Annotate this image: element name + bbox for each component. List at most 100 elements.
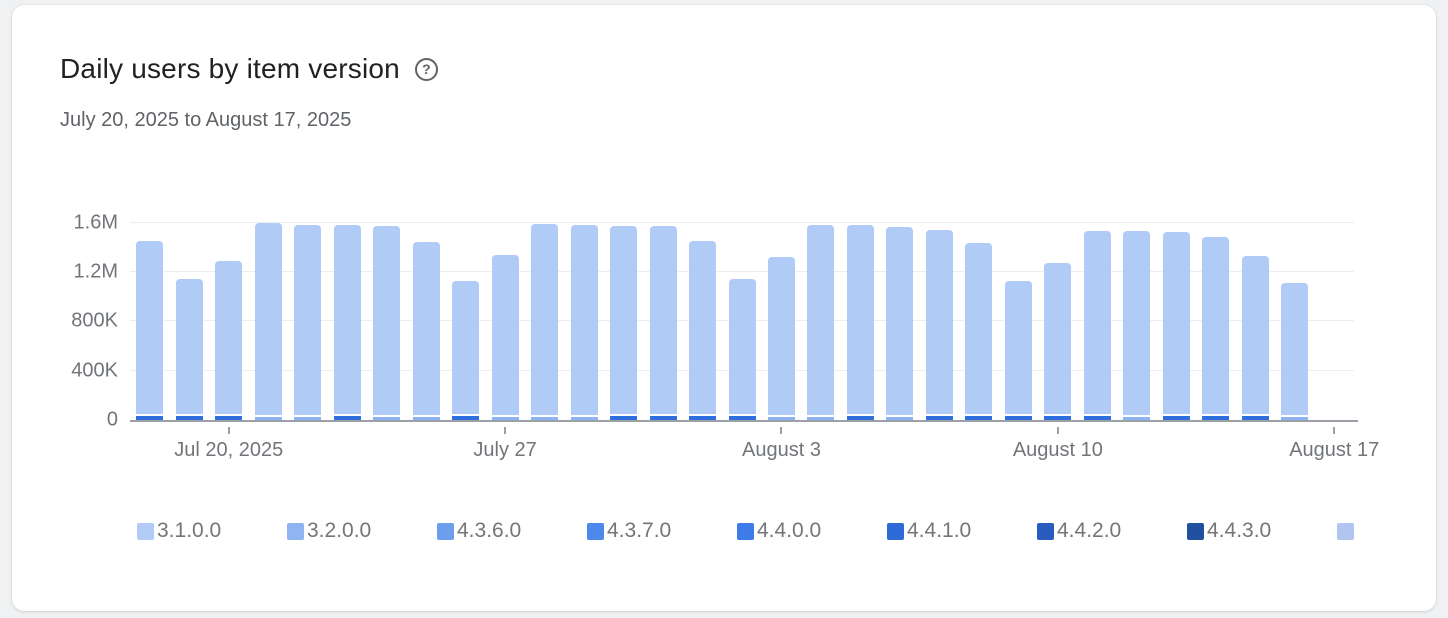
- chart-bar-jul-19[interactable]: [175, 279, 203, 420]
- chart-header: Daily users by item version ?: [60, 53, 438, 85]
- legend-item-3.2.0.0[interactable]: 3.2.0.0: [287, 519, 437, 543]
- legend-item-4.4.1.0[interactable]: 4.4.1.0: [887, 519, 1037, 543]
- y-axis-label-1.6M: 1.6M: [73, 211, 118, 233]
- legend-swatch: [287, 522, 304, 540]
- chart-bar-jul-31[interactable]: [649, 226, 677, 420]
- bar-segment-sliver: [728, 415, 756, 420]
- chart-bar-aug-14[interactable]: [1202, 237, 1230, 420]
- bar-segment-separator: [1202, 413, 1230, 416]
- daily-users-chart-plot: 0 400K 800K 1.2M 1.6M: [71, 206, 1358, 431]
- bar-segment-separator: [452, 413, 480, 416]
- x-axis-tick: [1333, 427, 1336, 434]
- legend-swatch: [437, 522, 454, 540]
- legend-item-4.4.0.0[interactable]: 4.4.0.0: [737, 519, 887, 543]
- legend-swatch: [587, 522, 604, 540]
- chart-bar-jul-18[interactable]: [136, 241, 164, 420]
- chart-bar-jul-30[interactable]: [610, 226, 638, 420]
- bar-segment-separator: [175, 413, 203, 416]
- bar-segment-main: [1123, 231, 1151, 416]
- chart-bar-aug-9[interactable]: [1004, 280, 1032, 420]
- legend-label: 4.4.2.0: [1057, 519, 1122, 542]
- y-axis-label-1.2M: 1.2M: [73, 260, 118, 283]
- bar-segment-main: [965, 243, 993, 414]
- chart-bar-jul-26[interactable]: [452, 280, 480, 420]
- gridline-1.2M: [130, 270, 1354, 272]
- legend-item-4.3.6.0[interactable]: 4.3.6.0: [437, 519, 587, 543]
- bar-segment-sliver: [333, 415, 361, 420]
- bar-segment-separator: [1083, 413, 1111, 416]
- bar-segment-main: [333, 224, 361, 414]
- bar-segment-main: [412, 242, 440, 416]
- chart-bar-aug-8[interactable]: [965, 243, 993, 420]
- bar-segment-sliver: [373, 417, 401, 420]
- bar-segment-sliver: [689, 415, 717, 420]
- bar-segment-main: [689, 241, 717, 414]
- bar-segment-sliver: [452, 415, 480, 420]
- bar-segment-sliver: [1044, 415, 1072, 420]
- x-axis-label-july-27: July 27: [473, 439, 537, 461]
- x-axis-tick: [780, 427, 783, 434]
- chart-bar-aug-12[interactable]: [1123, 231, 1151, 420]
- chart-bar-aug-16[interactable]: [1281, 282, 1309, 420]
- x-axis-label-august-3: August 3: [741, 439, 821, 461]
- chart-bar-aug-1[interactable]: [689, 241, 717, 420]
- chart-bar-aug-10[interactable]: [1044, 263, 1072, 420]
- bar-segment-main: [649, 226, 677, 414]
- bar-segment-main: [610, 226, 638, 414]
- bar-segment-separator: [1241, 413, 1269, 416]
- chart-bar-jul-28[interactable]: [531, 223, 559, 420]
- bar-segment-sliver: [412, 417, 440, 420]
- chart-bar-jul-24[interactable]: [373, 226, 401, 420]
- bar-segment-separator: [965, 413, 993, 416]
- chart-bar-aug-11[interactable]: [1083, 231, 1111, 420]
- legend-label: 4.3.7.0: [607, 519, 672, 542]
- bar-segment-separator: [1281, 415, 1309, 418]
- bar-segment-main: [373, 226, 401, 416]
- chart-bar-aug-4[interactable]: [807, 224, 835, 420]
- legend-item-4.4.3.0[interactable]: 4.4.3.0: [1187, 519, 1337, 543]
- bar-segment-separator: [531, 415, 559, 418]
- bar-segment-main: [294, 224, 322, 416]
- page-title: Daily users by item version: [60, 53, 400, 84]
- chart-bar-jul-27[interactable]: [491, 254, 519, 420]
- bar-segment-separator: [254, 415, 282, 418]
- bar-segment-sliver: [767, 417, 795, 420]
- bar-segment-main: [570, 224, 598, 416]
- chart-bar-jul-22[interactable]: [294, 224, 322, 420]
- bar-segment-sliver: [886, 417, 914, 420]
- bar-segment-sliver: [610, 415, 638, 420]
- bar-segment-separator: [689, 413, 717, 416]
- chart-bar-jul-25[interactable]: [412, 242, 440, 420]
- bar-segment-sliver: [807, 417, 835, 420]
- chart-bar-aug-2[interactable]: [728, 279, 756, 420]
- legend-item-3.1.0.0[interactable]: 3.1.0.0: [137, 519, 287, 543]
- chart-bar-jul-23[interactable]: [333, 224, 361, 420]
- bar-segment-main: [491, 254, 519, 416]
- bar-segment-separator: [610, 413, 638, 416]
- chart-bar-aug-3[interactable]: [767, 257, 795, 420]
- chart-bar-aug-15[interactable]: [1241, 255, 1269, 420]
- legend-item-4.4.2.0[interactable]: 4.4.2.0: [1037, 519, 1187, 543]
- legend-label: 4.4.0.0: [757, 519, 822, 542]
- legend-item-truncated[interactable]: [1337, 522, 1355, 540]
- bar-segment-sliver: [925, 415, 953, 420]
- chart-bar-aug-5[interactable]: [846, 224, 874, 420]
- chart-bar-jul-21[interactable]: [254, 222, 282, 420]
- bar-segment-sliver: [1281, 417, 1309, 420]
- bar-segment-sliver: [531, 417, 559, 420]
- bar-segment-separator: [886, 415, 914, 418]
- chart-bar-aug-13[interactable]: [1162, 232, 1190, 420]
- chart-bar-aug-7[interactable]: [925, 229, 953, 420]
- y-axis-label-800K: 800K: [71, 309, 118, 332]
- chart-bar-jul-29[interactable]: [570, 224, 598, 420]
- legend-item-4.3.7.0[interactable]: 4.3.7.0: [587, 519, 737, 543]
- bar-segment-sliver: [1004, 415, 1032, 420]
- bar-segment-main: [1004, 280, 1032, 414]
- bar-segment-sliver: [215, 415, 243, 420]
- x-axis-label-jul-20-2025: Jul 20, 2025: [174, 439, 284, 461]
- chart-bar-jul-20[interactable]: [215, 260, 243, 420]
- legend-swatch: [1037, 522, 1054, 540]
- legend-label: 4.4.3.0: [1207, 519, 1272, 542]
- help-icon[interactable]: ?: [414, 57, 438, 81]
- chart-bar-aug-6[interactable]: [886, 227, 914, 420]
